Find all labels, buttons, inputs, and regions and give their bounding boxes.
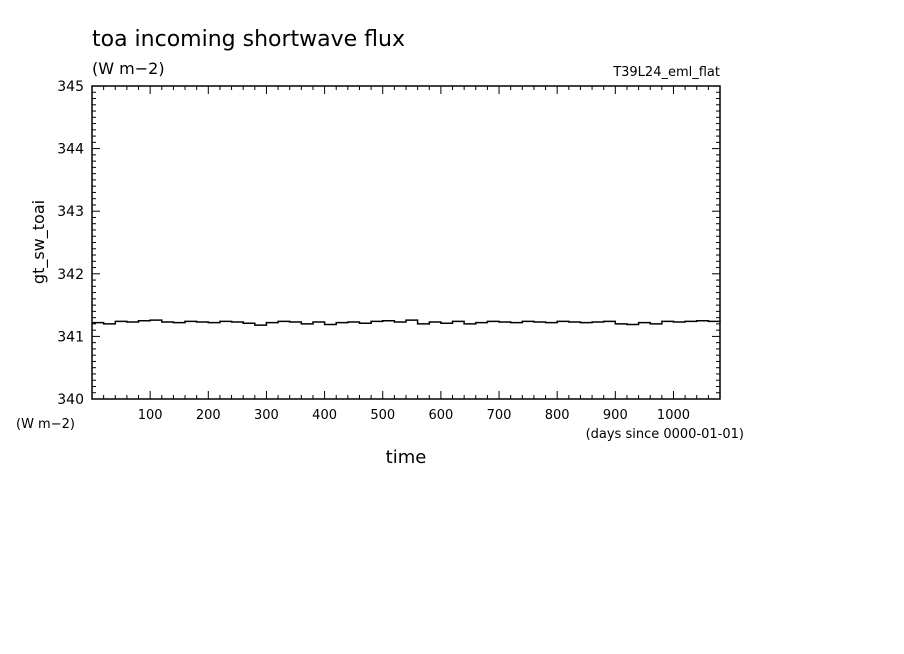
x-tick-label: 800 — [545, 408, 570, 423]
chart-title: toa incoming shortwave flux — [92, 27, 405, 52]
y-axis-label: gt_sw_toai — [29, 200, 49, 284]
y-tick-label: 340 — [57, 392, 84, 408]
x-tick-label: 1000 — [657, 408, 690, 423]
plot-frame — [91, 85, 721, 400]
x-tick-label: 100 — [138, 408, 163, 423]
y-tick-label: 341 — [57, 329, 84, 345]
title-units: (W m−2) — [92, 59, 165, 78]
x-tick-label: 600 — [428, 408, 453, 423]
run-label: T39L24_eml_flat — [612, 65, 720, 80]
x-tick-label: 400 — [312, 408, 337, 423]
x-axis-units: (days since 0000-01-01) — [586, 427, 744, 442]
y-tick-label: 342 — [57, 267, 84, 283]
series-line — [92, 319, 721, 326]
axis-ticks — [92, 86, 720, 399]
x-tick-label: 900 — [603, 408, 628, 423]
x-tick-label: 300 — [254, 408, 279, 423]
y-tick-label: 344 — [57, 142, 84, 158]
y-axis-units: (W m−2) — [16, 417, 75, 432]
y-tick-label: 345 — [57, 79, 84, 95]
x-axis-label: time — [386, 447, 427, 468]
x-tick-label: 700 — [487, 408, 512, 423]
y-tick-label: 343 — [57, 204, 84, 220]
x-tick-labels: 100 200 300 400 500 600 700 800 900 1000 — [138, 408, 690, 423]
y-tick-labels: 340 341 342 343 344 345 — [57, 79, 84, 408]
x-tick-label: 200 — [196, 408, 221, 423]
x-tick-label: 500 — [370, 408, 395, 423]
